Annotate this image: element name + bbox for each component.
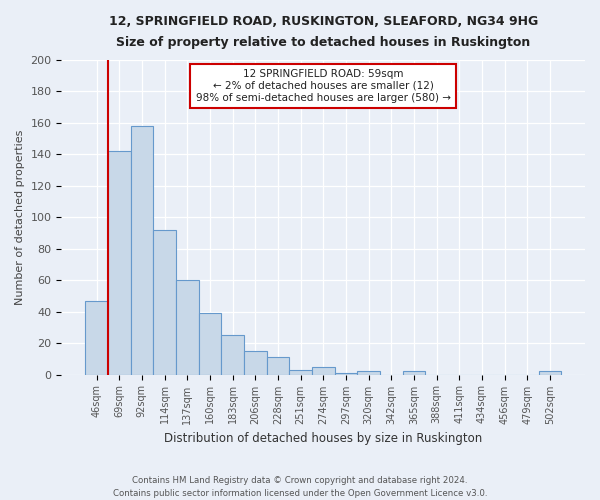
Text: 12 SPRINGFIELD ROAD: 59sqm
← 2% of detached houses are smaller (12)
98% of semi-: 12 SPRINGFIELD ROAD: 59sqm ← 2% of detac… bbox=[196, 70, 451, 102]
X-axis label: Distribution of detached houses by size in Ruskington: Distribution of detached houses by size … bbox=[164, 432, 482, 445]
Bar bbox=[266, 358, 289, 374]
Bar bbox=[539, 372, 561, 374]
Bar bbox=[131, 126, 153, 374]
Bar bbox=[221, 335, 244, 374]
Title: 12, SPRINGFIELD ROAD, RUSKINGTON, SLEAFORD, NG34 9HG
Size of property relative t: 12, SPRINGFIELD ROAD, RUSKINGTON, SLEAFO… bbox=[109, 15, 538, 49]
Bar bbox=[312, 366, 335, 374]
Bar bbox=[85, 300, 108, 374]
Bar bbox=[335, 373, 357, 374]
Bar bbox=[244, 351, 266, 374]
Bar bbox=[176, 280, 199, 374]
Bar bbox=[153, 230, 176, 374]
Text: Contains HM Land Registry data © Crown copyright and database right 2024.
Contai: Contains HM Land Registry data © Crown c… bbox=[113, 476, 487, 498]
Bar bbox=[108, 151, 131, 374]
Bar bbox=[289, 370, 312, 374]
Bar bbox=[199, 313, 221, 374]
Bar bbox=[357, 372, 380, 374]
Bar bbox=[403, 372, 425, 374]
Y-axis label: Number of detached properties: Number of detached properties bbox=[15, 130, 25, 305]
